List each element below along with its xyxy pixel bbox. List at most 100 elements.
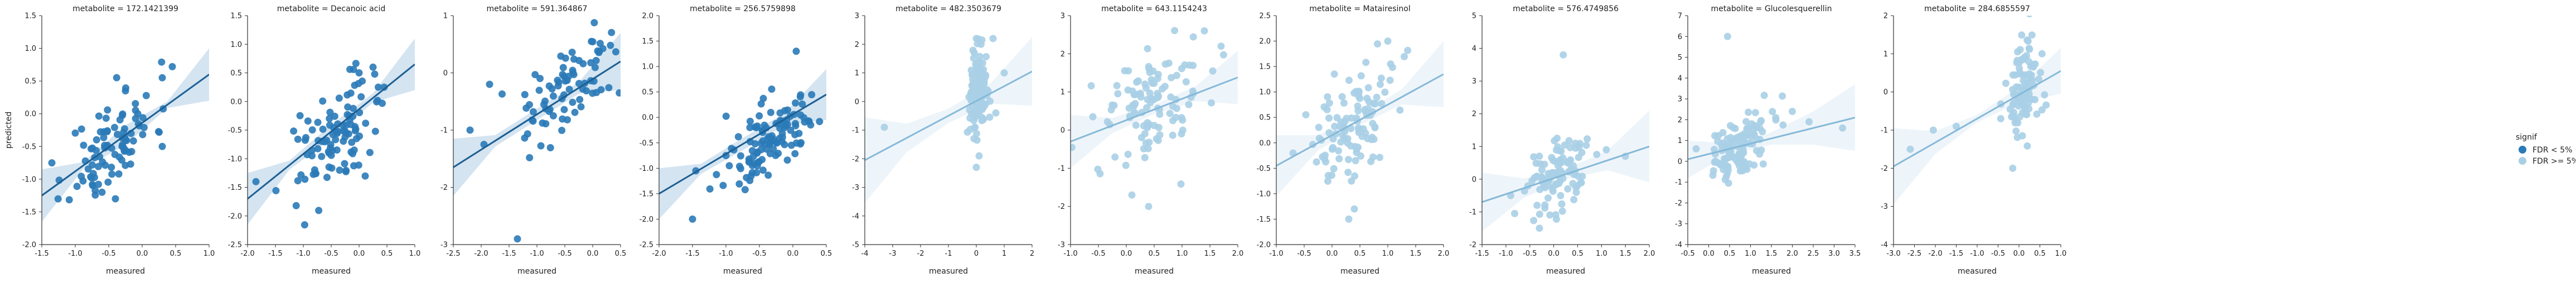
regression-line (1894, 70, 2061, 168)
data-point (529, 108, 537, 116)
x-tick-label: 2.0 (1644, 250, 1655, 258)
y-tick-label: -0.5 (640, 139, 653, 147)
data-point (1759, 160, 1767, 168)
data-point (252, 178, 260, 185)
data-point (99, 158, 106, 166)
x-tick-label: 0.5 (1572, 250, 1584, 258)
x-axis-label: measured (106, 267, 145, 276)
data-point (1376, 80, 1384, 88)
data-point (1729, 124, 1737, 132)
data-point (326, 114, 333, 122)
x-tick-label: 0.0 (1121, 250, 1132, 258)
data-point (100, 133, 108, 141)
data-point (1839, 124, 1846, 132)
y-tick-label: -4 (1881, 241, 1888, 250)
y-tick-label: -2.0 (1257, 241, 1271, 250)
plot-area (1071, 27, 1238, 211)
data-point (318, 152, 326, 160)
data-point (737, 165, 744, 173)
data-point (759, 166, 767, 174)
y-tick-label: 1 (1883, 50, 1888, 59)
data-point (1536, 224, 1543, 232)
data-point (560, 106, 568, 113)
data-point (1313, 158, 1320, 166)
data-point (1178, 114, 1185, 122)
x-tick-label: 3.5 (1849, 250, 1861, 258)
data-point (1369, 120, 1377, 127)
data-point (331, 112, 338, 120)
data-point (1331, 122, 1339, 130)
data-point (575, 80, 583, 87)
data-point (89, 180, 96, 188)
data-point (104, 106, 112, 114)
data-point (158, 74, 166, 82)
data-point (1144, 145, 1152, 152)
x-tick-label: 1.0 (409, 250, 421, 258)
data-point (1325, 99, 1333, 107)
data-point (975, 152, 983, 160)
data-point (605, 84, 613, 92)
data-point (989, 35, 997, 42)
data-point (1759, 128, 1766, 136)
x-tick-label: -2.5 (1907, 250, 1921, 258)
x-tick-label: 0 (974, 250, 979, 258)
data-point (1209, 67, 1217, 75)
data-point (122, 84, 129, 92)
plot-area (1688, 32, 1855, 187)
data-point (756, 112, 763, 120)
data-point (563, 77, 571, 84)
data-point (350, 146, 358, 154)
data-point (569, 66, 577, 74)
data-point (787, 141, 795, 149)
data-point (1133, 78, 1141, 86)
y-tick-label: 3 (855, 12, 859, 21)
data-point (1546, 211, 1554, 219)
data-point (808, 91, 816, 98)
panel-title: metabolite = 256.5759898 (690, 4, 796, 13)
panel-7: -1.0 -0.5 0.0 0.5 1.0 1.5 2.0 -2.0 -1.5 -1.0 -0.5 0… (1257, 4, 1450, 276)
data-point (559, 64, 567, 71)
data-point (302, 134, 309, 141)
data-point (1171, 27, 1179, 35)
data-point (122, 161, 129, 169)
x-tick-label: 1.0 (2055, 250, 2067, 258)
data-point (1577, 179, 1585, 187)
y-tick-label: 2 (1472, 110, 1476, 118)
data-point (1772, 114, 1780, 122)
x-tick-label: 0.0 (354, 250, 365, 258)
data-point (1357, 72, 1365, 80)
data-point (535, 87, 543, 94)
data-point (1742, 118, 1750, 126)
panel-2: -2.0 -1.5 -1.0 -0.5 0.0 0.5 1.0-2.5-2.0-1.5-1.… (228, 4, 421, 276)
data-point (1217, 42, 1225, 50)
panel-3: -2.5 -2.0 -1.5 -1.0 -0.5 0.0 0.5 -3 -2 -1 0 1 metabo… (440, 4, 626, 276)
data-point (73, 183, 81, 190)
y-tick-label: 6 (1678, 33, 1682, 41)
data-point (1544, 194, 1552, 202)
data-point (1401, 52, 1408, 60)
data-point (746, 117, 754, 125)
data-point (315, 207, 323, 214)
x-tick-label: 1.0 (204, 250, 215, 258)
data-point (1315, 123, 1323, 131)
panel-title: metabolite = Decanoic acid (277, 4, 385, 13)
regression-line (1071, 77, 1238, 142)
data-point (101, 141, 109, 149)
data-point (1141, 154, 1149, 161)
data-point (2038, 106, 2046, 114)
data-point (612, 48, 619, 56)
data-point (976, 65, 984, 73)
data-point (1128, 191, 1136, 199)
data-point (1173, 71, 1180, 79)
data-point (590, 19, 598, 27)
data-point (323, 174, 331, 181)
data-point (1558, 200, 1566, 208)
data-point (326, 108, 334, 116)
data-point (791, 150, 799, 157)
y-tick-label: -1.5 (640, 190, 653, 198)
data-point (2019, 71, 2027, 79)
x-tick-label: -2 (917, 250, 924, 258)
y-tick-label: -1.0 (1257, 190, 1271, 198)
data-point (1362, 59, 1370, 66)
plot-area (1276, 37, 1444, 223)
